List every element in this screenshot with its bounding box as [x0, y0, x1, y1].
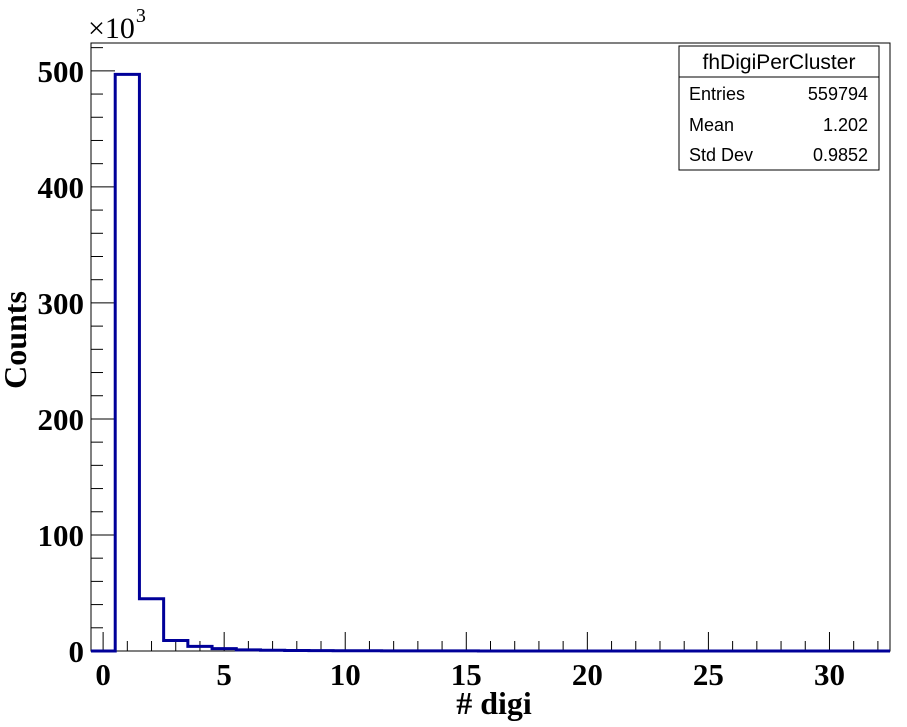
stats-value-entries: 559794 — [808, 84, 868, 104]
stats-box-title: fhDigiPerCluster — [703, 51, 856, 74]
y-axis-title: Counts — [0, 291, 33, 389]
stats-value-stddev: 0.9852 — [813, 145, 868, 165]
x-axis-ticks — [102, 632, 879, 651]
y-tick-label: 100 — [38, 518, 85, 553]
x-tick-label: 15 — [451, 657, 482, 692]
multiplier-base: ×10 — [88, 12, 135, 45]
x-tick-label: 20 — [572, 657, 603, 692]
x-tick-label: 5 — [216, 657, 232, 692]
stats-box: fhDigiPerCluster Entries 559794 Mean 1.2… — [678, 45, 880, 171]
x-tick-label: 30 — [814, 657, 845, 692]
stats-box-frame — [678, 45, 880, 171]
stats-value-mean: 1.202 — [823, 115, 868, 135]
y-axis-multiplier: ×10 3 — [88, 5, 146, 45]
stats-label-entries: Entries — [689, 84, 745, 104]
y-tick-label: 300 — [38, 286, 85, 321]
x-tick-labels: 0 5 10 15 20 25 30 — [95, 657, 845, 692]
histogram-series-line — [91, 72, 890, 653]
y-tick-label: 400 — [38, 170, 85, 205]
stats-label-stddev: Std Dev — [689, 145, 753, 165]
multiplier-exponent: 3 — [136, 5, 146, 27]
x-axis-title: # digi — [456, 685, 532, 721]
x-tick-label: 0 — [95, 657, 111, 692]
x-tick-label: 10 — [330, 657, 361, 692]
y-tick-labels: 0 100 200 300 400 500 — [38, 54, 85, 669]
stats-label-mean: Mean — [689, 115, 734, 135]
y-tick-label: 0 — [69, 634, 85, 669]
y-axis-ticks — [91, 47, 115, 652]
x-tick-label: 25 — [693, 657, 724, 692]
y-tick-label: 200 — [38, 402, 85, 437]
y-tick-label: 500 — [38, 54, 85, 89]
